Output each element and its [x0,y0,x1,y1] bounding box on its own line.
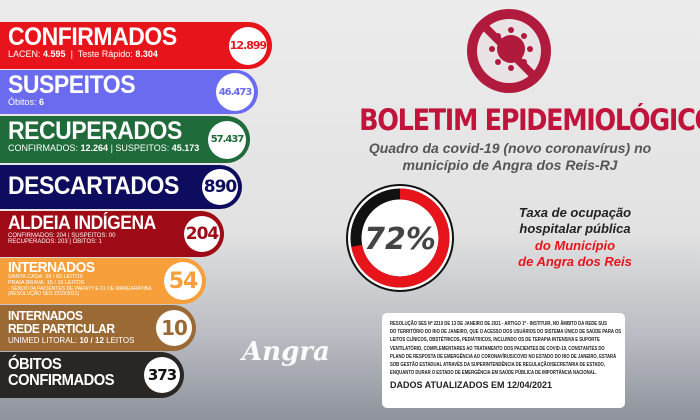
descartados-total: 890 [202,169,238,205]
occupancy-text: Taxa de ocupação hospitalar pública do Mu… [518,205,632,269]
note-line: LEITOS CLÍNICOS, OBSTÉTRICOS, PEDIÁTRICO… [390,337,600,344]
internados-bar: INTERNADOS SANTA CASA: 39 / 60 LEITOS PR… [0,258,206,304]
suspeitos-bar: SUSPEITOS Óbitos: 6 46.473 [0,70,258,114]
occupancy-value: 72% [364,222,436,257]
occupancy-donut: 72% [346,184,454,292]
note-line: RESOLUÇÃO SES Nº 2210 DE 13 DE JANEIRO D… [390,321,607,327]
aldeia-title: ALDEIA INDÍGENA [8,213,156,234]
particular-total: 10 [156,310,192,346]
donut-fill [350,188,450,288]
note-line: ENQUANTO DURAR O ESTADO DE EMERGÊNCIA EM… [390,370,597,377]
subtitle: Quadro da covid-19 (novo coronavírus) no… [368,140,652,173]
note-line: VENTILATÓRIO, COMPLEMENTARES AO TRATAMEN… [390,345,605,352]
update-date: DADOS ATUALIZADOS EM 12/04/2021 [390,380,553,391]
resolution-note: RESOLUÇÃO SES Nº 2210 DE 13 DE JANEIRO D… [382,313,625,408]
confirmados-bar: CONFIRMADOS LACEN: 4.595 | Teste Rápido:… [0,22,272,69]
particular-title2: REDE PARTICULAR [8,321,115,336]
note-line: PLANO DE RESPOSTA DE EMERGÊNCIA AO CORON… [390,353,617,360]
note-line: DO TERRITÓRIO DO RIO DE JANEIRO, QUE O A… [390,329,622,336]
confirmados-title: CONFIRMADOS [8,23,177,51]
obitos-title1: ÓBITOS [8,356,62,373]
no-virus-icon [467,9,551,93]
suspeitos-total: 46.473 [216,73,254,111]
internados-line4: (RESOLUÇÃO SES 2210/2021) [8,290,80,297]
internados-line1: SANTA CASA: 39 / 60 LEITOS [8,274,83,280]
particular-bar: INTERNADOS REDE PARTICULAR UNIMED LITORA… [0,305,196,351]
confirmados-total: 12.899 [229,26,267,65]
descartados-title: DESCARTADOS [8,172,179,200]
recuperados-bar: RECUPERADOS CONFIRMADOS: 12.264 | SUSPEI… [0,116,250,163]
particular-detail: UNIMED LITORAL: 10 / 12 LEITOS [8,336,135,345]
recuperados-total: 57.437 [208,120,246,159]
internados-title: INTERNADOS [8,259,95,276]
suspeitos-detail: Óbitos: 6 [8,97,45,107]
internados-total: 54 [164,262,202,300]
recuperados-detail: CONFIRMADOS: 12.264 | SUSPEITOS: 45.173 [8,143,200,153]
internados-line3: - SENDO 04 PACIENTES DE PARATY E 01 DE M… [8,285,152,292]
obitos-bar: ÓBITOS CONFIRMADOS 373 [0,352,184,398]
obitos-title2: CONFIRMADOS [8,372,115,389]
aldeia-line2: RECUPERADOS: 203 | ÓBITOS: 1 [8,239,102,246]
suspeitos-title: SUSPEITOS [8,71,136,99]
recuperados-title: RECUPERADOS [8,117,182,145]
aldeia-line1: CONFIRMADOS: 204 | SUSPEITOS: 00 [8,233,116,239]
particular-title1: INTERNADOS [8,308,83,323]
angra-logo: Angra [242,337,330,367]
donut-outline [346,184,454,292]
confirmados-detail: LACEN: 4.595 | Teste Rápido: 8.304 [8,49,158,59]
internados-line2: PRAIA BRAVA: 15 / 15 LEITOS [8,279,85,286]
descartados-bar: DESCARTADOS 890 [0,165,242,209]
aldeia-bar: ALDEIA INDÍGENA CONFIRMADOS: 204 | SUSPE… [0,211,224,257]
aldeia-total: 204 [184,216,220,252]
obitos-total: 373 [144,357,180,393]
page-title: BOLETIM EPIDEMIOLÓGICO [359,103,700,137]
note-line: SOB GESTÃO ESTADUAL ATRAVÉS DA SUPERINTE… [390,362,606,369]
